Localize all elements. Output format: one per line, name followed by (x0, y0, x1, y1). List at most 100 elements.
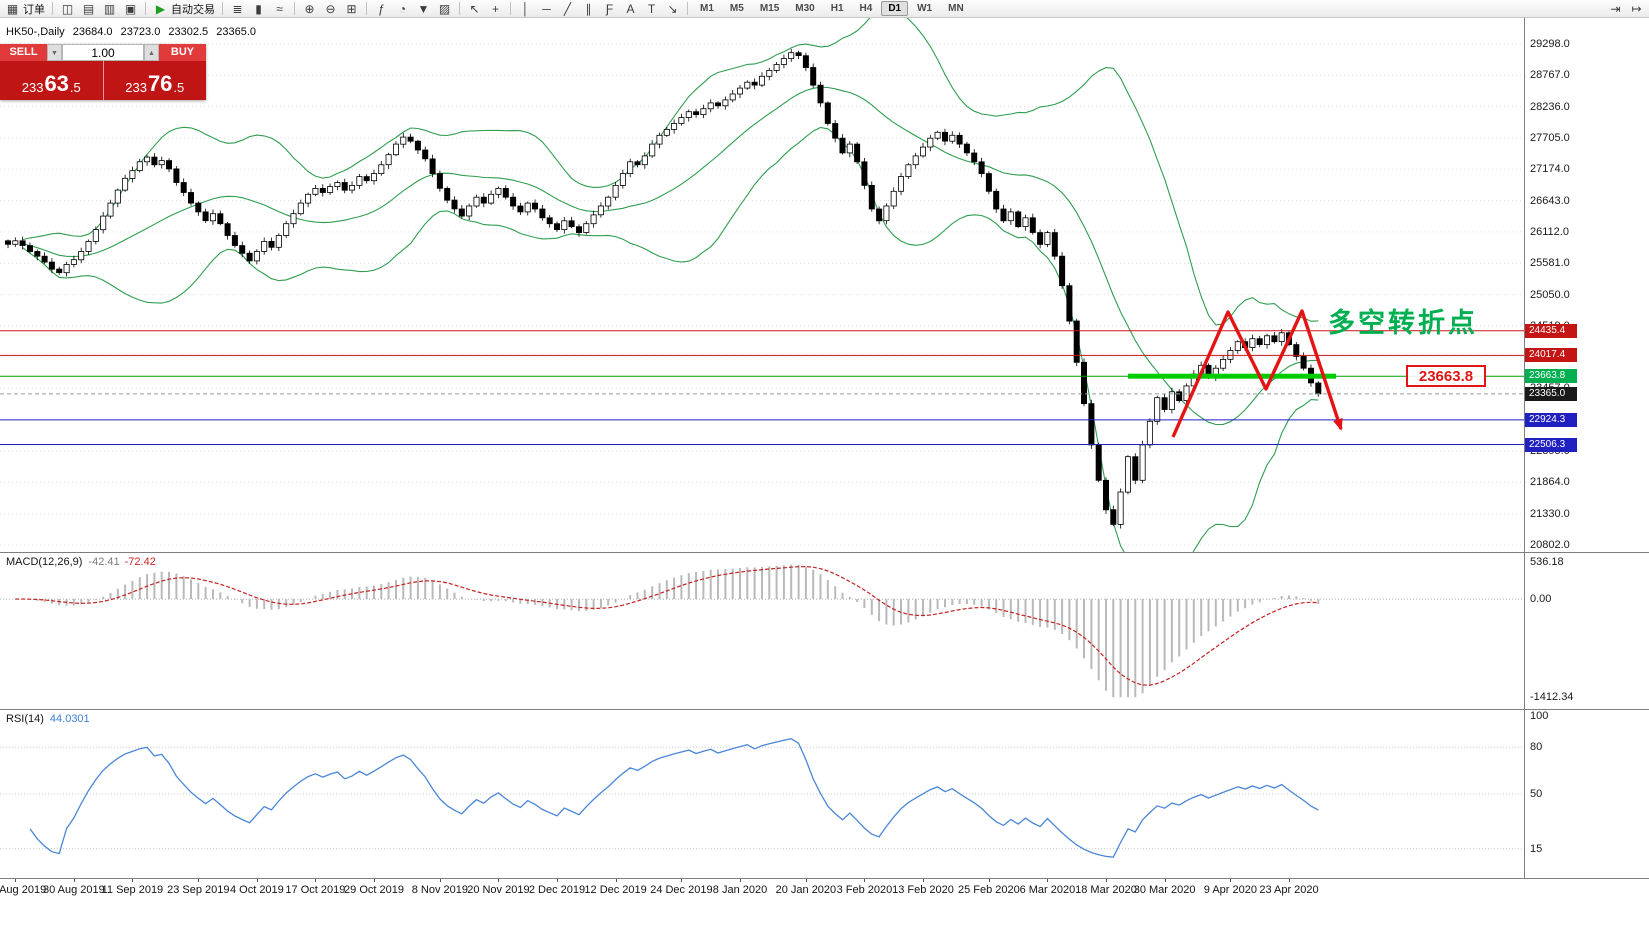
tile-windows-icon[interactable]: ⊞ (346, 1, 357, 16)
autotrade-button[interactable]: ▶ (155, 1, 166, 16)
time-axis-tick (1289, 878, 1290, 882)
timeframe-m5-button[interactable]: M5 (729, 3, 744, 14)
time-axis-label: 24 Dec 2019 (650, 884, 713, 896)
level-price-label-box[interactable]: 23663.8 (1406, 365, 1486, 387)
panel-separator-rsi[interactable] (0, 709, 1649, 710)
rsi-axis-label: 50 (1530, 788, 1543, 800)
price-axis-label: 29298.0 (1530, 38, 1570, 50)
buy-price-big: 76 (147, 71, 173, 96)
crosshair-icon[interactable]: + (491, 1, 499, 16)
sell-price-button[interactable]: 233 63.5 (0, 61, 103, 100)
auto-scroll-icon[interactable]: ↦ (1631, 1, 1642, 16)
volume-increase-button[interactable]: ▲ (144, 44, 159, 61)
price-axis-label: 26643.0 (1530, 194, 1570, 207)
rsi-value: 44.0301 (49, 713, 90, 725)
charts-icon[interactable]: ◫ (61, 1, 74, 16)
candles-layer (5, 48, 1322, 529)
volume-input[interactable] (62, 44, 144, 61)
chart-shift-icon[interactable]: ⇥ (1610, 1, 1621, 16)
timeframe-m15-button[interactable]: M15 (759, 3, 780, 14)
macd-main-value: -42.41 (88, 556, 120, 568)
timeframe-d1-button[interactable]: D1 (881, 1, 909, 16)
fibonacci-icon[interactable]: Ƒ (605, 1, 614, 16)
new-order-button[interactable]: ▦ (6, 1, 19, 16)
price-level-tag: 24017.4 (1525, 348, 1577, 363)
buy-price-button[interactable]: 233 76.5 (102, 61, 206, 100)
macd-title: MACD(12,26,9) (6, 556, 83, 568)
timeframe-m1-button[interactable]: M1 (700, 3, 714, 14)
zoom-in-icon[interactable]: ⊕ (304, 1, 315, 16)
time-axis-tick (132, 878, 134, 882)
symbol-name: HK50-,Daily (6, 26, 65, 38)
indicators-icon[interactable]: ƒ (378, 1, 385, 16)
autotrade-button-label[interactable]: 自动交易 (171, 3, 215, 16)
horizontal-line-icon[interactable]: ─ (542, 1, 551, 16)
new-order-button-label[interactable]: 订单 (23, 3, 45, 16)
timeframe-h4-button[interactable]: H4 (859, 3, 873, 14)
buy-button[interactable]: BUY (159, 44, 206, 61)
candlestick-mode-icon[interactable]: ▮ (255, 1, 262, 16)
toolbar-separator (52, 2, 53, 15)
price-level-tag: 22924.3 (1525, 412, 1577, 427)
time-axis-tick (681, 878, 683, 882)
price-axis-label: 27174.0 (1530, 163, 1570, 176)
panel-separator-time[interactable] (0, 878, 1649, 879)
timeframe-h1-button[interactable]: H1 (830, 3, 844, 14)
rsi-subwindow[interactable]: RSI(14) 44.0301 (0, 710, 1524, 878)
time-axis-tick (256, 878, 258, 882)
cursor-icon[interactable]: ↖ (469, 1, 480, 16)
rsi-chart-svg (0, 738, 1524, 858)
time-axis-label: 20 Aug 2019 (0, 884, 47, 896)
time-axis-label: 23 Sep 2019 (167, 884, 230, 896)
time-axis-tick (557, 878, 558, 882)
price-axis[interactable]: 29298.0 28767.0 28236.0 27705.0 27174.0 26643… (1524, 18, 1649, 878)
time-axis-tick (315, 878, 317, 882)
periods-icon[interactable]: ◔ (398, 1, 407, 16)
macd-signal-line (15, 565, 1319, 686)
price-level-tag: 23365.0 (1525, 386, 1577, 401)
ohlc-low: 23302.5 (168, 26, 209, 38)
rsi-title: RSI(14) (6, 713, 44, 725)
navigator-icon[interactable]: ▣ (124, 1, 137, 16)
trend-arrow-drawing[interactable] (1171, 309, 1343, 438)
text-icon[interactable]: A (626, 1, 635, 16)
bar-chart-mode-icon[interactable]: ≣ (232, 1, 243, 16)
toolbar-separator (366, 2, 367, 15)
macd-histogram (14, 564, 1320, 698)
price-axis-label: 27705.0 (1530, 131, 1570, 144)
panel-separator-macd[interactable] (0, 552, 1649, 553)
text-label-icon[interactable]: T (647, 1, 656, 16)
channel-icon[interactable]: ∥ (585, 1, 592, 16)
price-axis-label: 20802.0 (1530, 539, 1570, 551)
market-watch-icon[interactable]: ▤ (82, 1, 95, 16)
time-axis-label: 11 Sep 2019 (101, 884, 164, 896)
vertical-line-icon[interactable]: │ (521, 1, 530, 16)
horizontal-levels[interactable] (0, 330, 1524, 445)
price-chart-svg[interactable] (0, 18, 1524, 552)
sell-price-prefix: 233 (21, 79, 44, 95)
trendline-icon[interactable]: ╱ (563, 1, 572, 16)
time-axis-tick (498, 878, 500, 882)
ohlc-high: 23723.0 (120, 26, 161, 38)
symbol-ohlc-header: HK50-,Daily 23684.0 23723.0 23302.5 2336… (6, 26, 261, 38)
timeframe-m30-button[interactable]: M30 (795, 3, 815, 14)
macd-chart-svg (0, 564, 1524, 698)
price-axis-label: 25050.0 (1530, 288, 1570, 301)
arrows-icon[interactable]: ↘ (667, 1, 678, 16)
chart-annotation-text[interactable]: 多空转折点 (1328, 308, 1478, 338)
templates-icon[interactable]: ▼ (417, 1, 430, 16)
sell-button[interactable]: SELL (0, 44, 47, 61)
time-axis-tick (1164, 878, 1166, 882)
line-chart-mode-icon[interactable]: ≈ (276, 1, 283, 16)
time-axis-tick (1047, 878, 1049, 882)
zoom-out-icon[interactable]: ⊖ (325, 1, 336, 16)
data-window-icon[interactable]: ▥ (103, 1, 116, 16)
main-chart-panel[interactable]: HK50-,Daily 23684.0 23723.0 23302.5 2336… (0, 18, 1524, 552)
macd-subwindow[interactable]: MACD(12,26,9) -42.41 -72.42 (0, 553, 1524, 709)
timeframe-mn-button[interactable]: MN (948, 3, 964, 14)
timeframe-w1-button[interactable]: W1 (917, 3, 933, 14)
chart-properties-icon[interactable]: ▨ (438, 1, 451, 16)
price-axis-label: 21330.0 (1530, 507, 1570, 520)
volume-decrease-button[interactable]: ▼ (47, 44, 62, 61)
